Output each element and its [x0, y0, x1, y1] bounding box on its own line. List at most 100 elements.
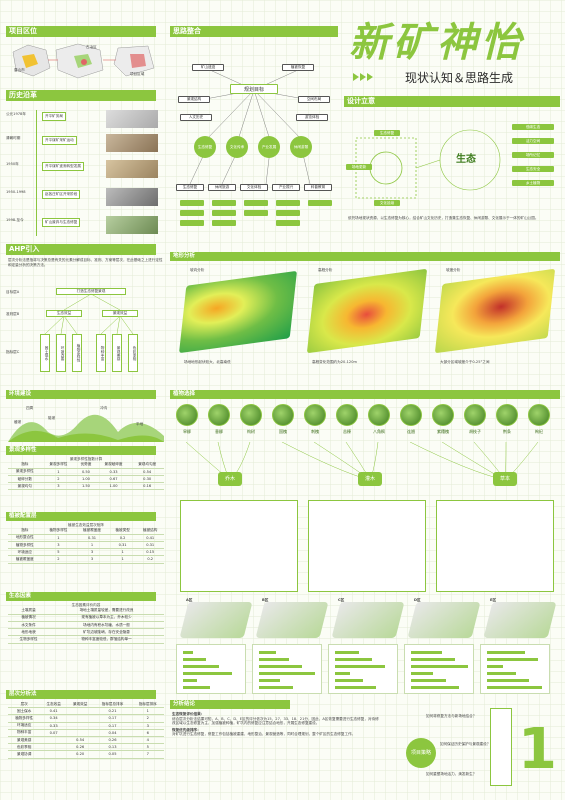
plant-photo — [240, 404, 262, 426]
ahp-diagram: 目标层A 打造生态修复景观 准则层B 生态效益 景观效益 指标层C 固土保水 环… — [6, 282, 166, 386]
zone-label: C区 — [338, 598, 345, 602]
main-title: 新矿神怡 — [349, 19, 525, 66]
plant-label: 连翘 — [407, 429, 415, 434]
layer-herb: 草本 — [493, 472, 517, 486]
plant-photo — [336, 404, 358, 426]
thinking-diagram: 规划目标 矿山遗迹 植被恢复 景观结构 空间布局 人文历史 游览体验 生态修复 … — [170, 40, 338, 240]
zone-label: E区 — [490, 598, 497, 602]
bar — [411, 665, 468, 668]
bar — [487, 658, 538, 661]
bar — [487, 665, 503, 668]
bar — [259, 686, 293, 689]
section-ahp: AHP引入 — [6, 244, 156, 255]
section-design: 设计立意 — [344, 96, 560, 107]
table-row: 地形地貌 矿坑边坡陡峭，存在安全隐患 — [8, 628, 164, 637]
bar — [335, 651, 359, 654]
section-bio-div: 景观多样性 — [6, 446, 156, 455]
plant-label: 垂柳 — [215, 429, 223, 434]
plant-photo — [400, 404, 422, 426]
table-row: 景观美感 0.54 0.26 4 — [8, 736, 164, 745]
table-row: 环境适应 0.33 0.17 3 — [8, 722, 164, 730]
plant-photo — [432, 404, 454, 426]
bio-div-table: 景观多样性指数计算 指标 景观多样性 优势度 景观破碎度 景观均匀度 景观多样性 1 0.50… — [8, 457, 164, 491]
slope-map — [434, 268, 556, 354]
history-item: 1998-至今 矿山废弃与生态修复 — [6, 216, 164, 236]
bar — [487, 686, 542, 689]
bar — [259, 658, 289, 661]
zone-bar-chart — [252, 644, 322, 694]
title-block: 新矿神怡 现状认知＆思路生成 — [345, 10, 560, 90]
section-history: 历史沿革 — [6, 90, 156, 101]
elevation-map — [306, 268, 428, 354]
zone-bar-chart — [480, 644, 550, 694]
section-weights: 层次分析法 — [6, 690, 156, 699]
zone-map — [483, 602, 557, 638]
table-row: 生物多样性 物种丰富度较低，群落结构单一 — [8, 635, 164, 644]
bar — [487, 679, 529, 682]
table-row: 景观均匀 3 1.50 1.00 0.16 — [8, 482, 164, 491]
strategy-diagram: 项目策略 如何将修复方法与新场地结合？ 如何保证历史保护与景观建设？ 如何重塑场… — [388, 702, 560, 796]
plant-photo — [496, 404, 518, 426]
aspect-map — [178, 270, 298, 354]
plant-photo — [464, 404, 486, 426]
strategy-center: 项目策略 — [406, 738, 436, 768]
bar — [183, 658, 206, 661]
plant-layers: 乔木 灌木 草本 — [170, 442, 560, 498]
history-timeline: 公元1978年 开平矿务局 清朝时期 开平煤矿采矿运动 1950年 开平煤矿逐渐… — [6, 104, 164, 240]
section-thinking: 思路整合 — [170, 26, 338, 37]
page-number: 1 — [518, 717, 557, 782]
table-header: 层次 生态效益 景观效益 指标层总排序 指标层排序 — [8, 701, 164, 709]
table-row: 土壤质量 场地土壤质量较差，需要进行改良 — [8, 607, 164, 615]
bar — [259, 679, 280, 682]
bar — [183, 665, 219, 668]
table-header: 指标 植物多样性 植被覆盖度 植被类型 植被结构 — [8, 527, 164, 535]
bar — [183, 686, 210, 689]
zone-label: D区 — [414, 598, 421, 602]
ahp-intro: 层次分析法是指将与决策总是有关的元素分解成目标、准则、方案等层次，在此基础之上进… — [8, 258, 163, 267]
history-item: 1950年 开平煤矿逐渐转型发展 — [6, 160, 164, 180]
plant-label: 国槐 — [279, 429, 287, 434]
plant-label: 八角枫 — [373, 429, 385, 434]
zone-bar-chart — [328, 644, 398, 694]
table-row: 植物多样性 3 1 0.31 0.31 — [8, 541, 164, 550]
zone-map — [179, 602, 253, 638]
subtitle: 现状认知＆思路生成 — [405, 71, 514, 85]
table-header: 指标 景观多样性 优势度 景观破碎度 景观均匀度 — [8, 461, 164, 469]
thinking-center: 规划目标 — [230, 84, 278, 94]
bar — [259, 651, 276, 654]
section-terrain: 地形分析 — [170, 252, 560, 261]
location-maps: 唐山市 古冶区 项目区域 — [8, 40, 158, 80]
plant-photo — [272, 404, 294, 426]
plant-photo — [368, 404, 390, 426]
plant-label: 胡枝子 — [469, 429, 481, 434]
table-row: 环境适应 5 3 1 0.15 — [8, 548, 164, 557]
env-hills: 四周 缓坡 陡坡 冲沟 平地 — [8, 402, 164, 442]
table-row: 地形整合性 1 0.31 0.2 0.41 — [8, 534, 164, 542]
bar — [259, 672, 315, 675]
plant-label: 紫穗槐 — [437, 429, 449, 434]
plant-photo — [304, 404, 326, 426]
bar — [335, 665, 385, 668]
section-bio-layer: 植被配置层 — [6, 512, 156, 521]
title-arrows — [353, 73, 374, 82]
zone-label: B区 — [262, 598, 269, 602]
bar — [259, 665, 302, 668]
plant-photo — [176, 404, 198, 426]
design-center: 生态 — [456, 154, 476, 165]
section-location: 项目区位 — [6, 26, 156, 37]
zone-label: A区 — [186, 598, 193, 602]
bar — [335, 679, 363, 682]
bar — [183, 651, 193, 654]
bar — [335, 672, 350, 675]
bar — [335, 686, 376, 689]
zone-map — [407, 602, 481, 638]
zone-map — [331, 602, 405, 638]
table-row: 植被覆盖度 2 3 1 0.2 — [8, 555, 164, 564]
design-diagram: 生态修复 场地更新 文化延续 生态 低碳生态 活力空间 场所记忆 生态安全 乡土… — [344, 110, 560, 238]
plant-photo — [528, 404, 550, 426]
history-item: 清朝时期 开平煤矿采矿运动 — [6, 134, 164, 154]
zone-map — [255, 602, 329, 638]
table-row: 水文条件 场地内有积水坑塘，水质一般 — [8, 621, 164, 630]
history-item: 公元1978年 开平矿务局 — [6, 110, 164, 130]
plant-label: 枸杞 — [535, 429, 543, 434]
